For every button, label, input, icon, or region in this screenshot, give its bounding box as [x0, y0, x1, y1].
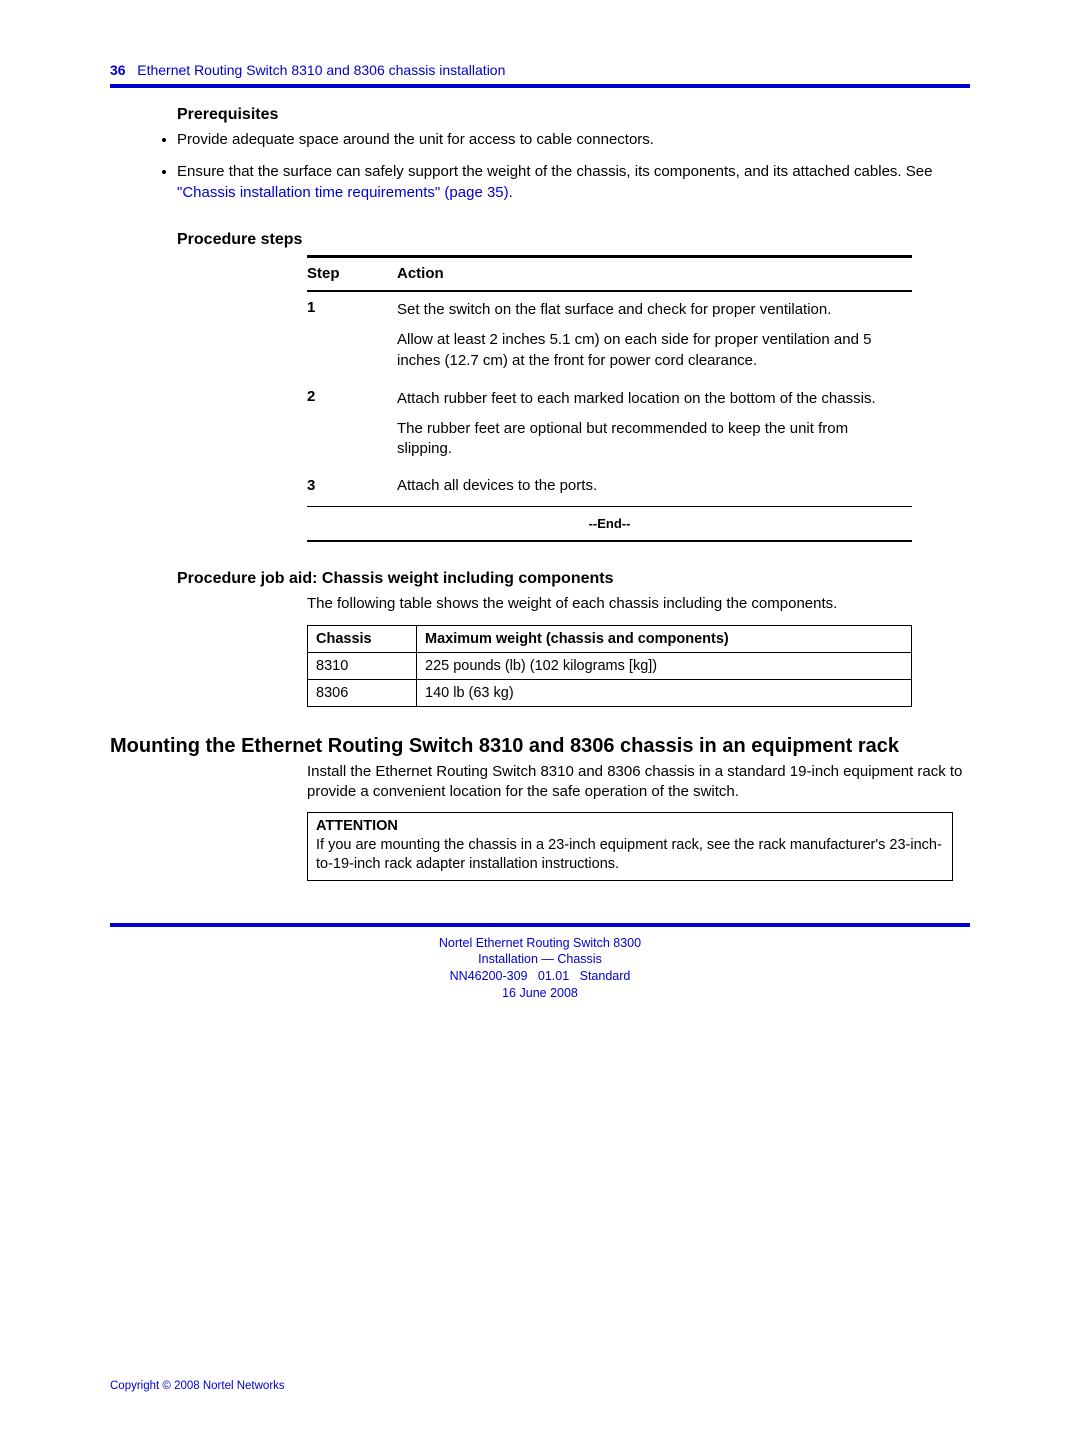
list-item: Provide adequate space around the unit f…	[177, 130, 970, 150]
prerequisites-list: Provide adequate space around the unit f…	[177, 130, 970, 203]
procedure-steps-table: Step Action 1 Set the switch on the flat…	[307, 255, 912, 543]
table-header-row: Chassis Maximum weight (chassis and comp…	[308, 625, 912, 652]
col-action-header: Action	[397, 256, 912, 291]
step-action: Set the switch on the flat surface and c…	[397, 291, 912, 381]
attention-label: ATTENTION	[316, 817, 944, 836]
table-row: 8310 225 pounds (lb) (102 kilograms [kg]…	[308, 652, 912, 679]
mounting-section: Mounting the Ethernet Routing Switch 831…	[110, 735, 970, 881]
chassis-cell: 8310	[308, 652, 417, 679]
bullet-text: Provide adequate space around the unit f…	[177, 131, 654, 148]
table-row: 8306 140 lb (63 kg)	[308, 679, 912, 706]
col-chassis-header: Chassis	[308, 625, 417, 652]
footer-rule	[110, 923, 970, 927]
table-row: 3 Attach all devices to the ports.	[307, 470, 912, 507]
mounting-heading: Mounting the Ethernet Routing Switch 831…	[110, 735, 970, 758]
end-row: --End--	[307, 506, 912, 541]
table-row: 1 Set the switch on the flat surface and…	[307, 291, 912, 381]
footer-line: Nortel Ethernet Routing Switch 8300	[110, 935, 970, 952]
weight-table: Chassis Maximum weight (chassis and comp…	[307, 625, 912, 707]
attention-box: ATTENTION If you are mounting the chassi…	[307, 812, 953, 881]
prerequisites-section: Prerequisites Provide adequate space aro…	[177, 106, 970, 203]
procedure-section: Procedure steps Step Action 1 Set the sw…	[177, 231, 970, 543]
job-aid-heading: Procedure job aid: Chassis weight includ…	[177, 570, 970, 588]
running-title: Ethernet Routing Switch 8310 and 8306 ch…	[137, 62, 505, 78]
attention-text: If you are mounting the chassis in a 23-…	[316, 836, 944, 874]
weight-cell: 140 lb (63 kg)	[417, 679, 912, 706]
step-action: Attach all devices to the ports.	[397, 470, 912, 507]
running-header: 36 Ethernet Routing Switch 8310 and 8306…	[110, 62, 970, 78]
job-aid-section: Procedure job aid: Chassis weight includ…	[177, 570, 970, 706]
prerequisites-heading: Prerequisites	[177, 106, 970, 124]
step-number: 3	[307, 470, 397, 507]
list-item: Ensure that the surface can safely suppo…	[177, 162, 970, 203]
action-text: Set the switch on the flat surface and c…	[397, 300, 906, 320]
page-container: 36 Ethernet Routing Switch 8310 and 8306…	[0, 0, 1080, 1440]
step-number: 2	[307, 381, 397, 470]
cross-reference-link[interactable]: "Chassis installation time requirements"…	[177, 184, 509, 201]
table-header-row: Step Action	[307, 256, 912, 291]
job-aid-intro: The following table shows the weight of …	[307, 594, 970, 614]
bullet-text-after: .	[509, 184, 513, 201]
header-rule	[110, 84, 970, 88]
weight-cell: 225 pounds (lb) (102 kilograms [kg])	[417, 652, 912, 679]
action-text: Allow at least 2 inches 5.1 cm) on each …	[397, 330, 906, 371]
action-text: Attach rubber feet to each marked locati…	[397, 389, 906, 409]
action-text: Attach all devices to the ports.	[397, 477, 597, 494]
end-label: --End--	[307, 506, 912, 541]
chassis-cell: 8306	[308, 679, 417, 706]
bullet-text-before: Ensure that the surface can safely suppo…	[177, 163, 932, 180]
mounting-paragraph: Install the Ethernet Routing Switch 8310…	[307, 762, 970, 803]
table-row: 2 Attach rubber feet to each marked loca…	[307, 381, 912, 470]
action-text: The rubber feet are optional but recomme…	[397, 419, 906, 460]
footer-line: Installation — Chassis	[110, 951, 970, 968]
step-number: 1	[307, 291, 397, 381]
footer-line: 16 June 2008	[110, 985, 970, 1002]
footer-line: NN46200-309 01.01 Standard	[110, 968, 970, 985]
footer-block: Nortel Ethernet Routing Switch 8300 Inst…	[110, 935, 970, 1003]
step-action: Attach rubber feet to each marked locati…	[397, 381, 912, 470]
col-step-header: Step	[307, 256, 397, 291]
page-number: 36	[110, 62, 126, 78]
col-weight-header: Maximum weight (chassis and components)	[417, 625, 912, 652]
copyright-notice: Copyright © 2008 Nortel Networks	[110, 1380, 285, 1392]
procedure-heading: Procedure steps	[177, 231, 970, 249]
